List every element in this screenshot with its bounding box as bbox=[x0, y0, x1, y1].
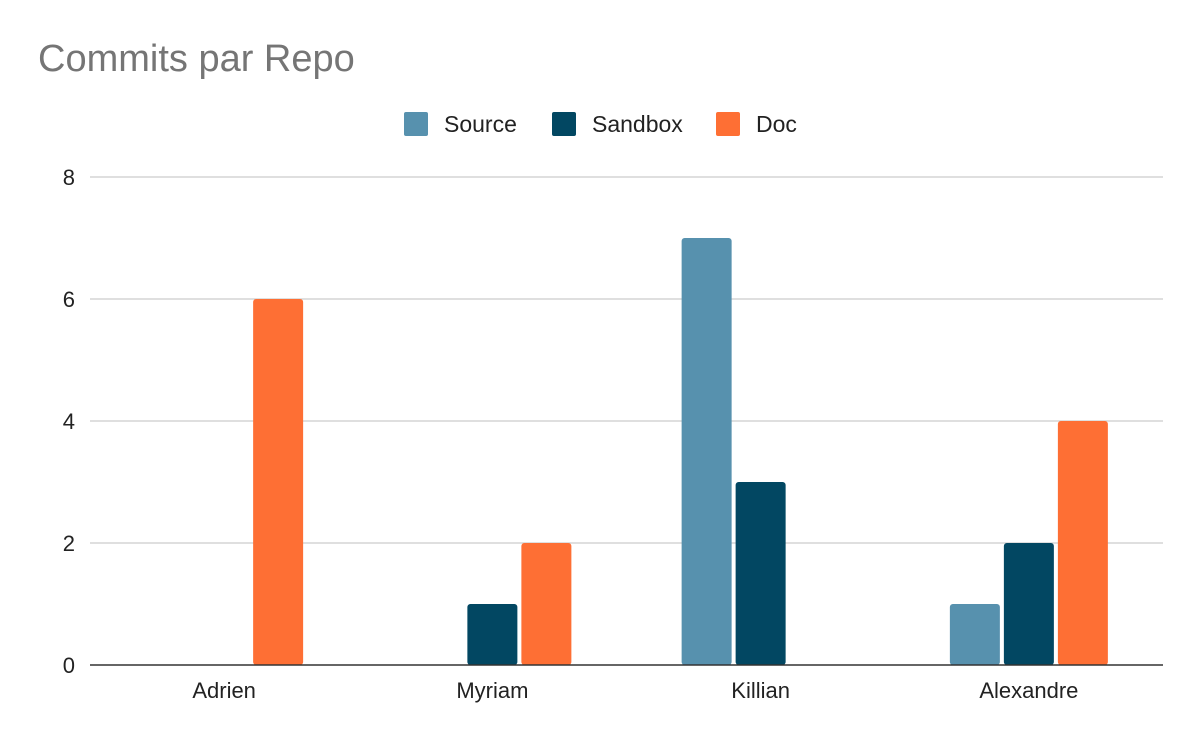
bar-source-killian bbox=[681, 238, 732, 665]
y-tick-label: 2 bbox=[63, 531, 75, 556]
legend-item-doc: Doc bbox=[716, 108, 797, 140]
bar-doc-myriam bbox=[521, 543, 572, 665]
legend: Source Sandbox Doc bbox=[0, 108, 1200, 140]
x-tick-label: Killian bbox=[731, 678, 790, 703]
bar-sandbox-myriam bbox=[467, 604, 518, 665]
legend-label-source: Source bbox=[444, 110, 517, 137]
y-tick-label: 4 bbox=[63, 409, 75, 434]
legend-item-sandbox: Sandbox bbox=[552, 108, 683, 140]
legend-item-source: Source bbox=[404, 108, 517, 140]
bar-source-alexandre bbox=[949, 604, 1000, 665]
x-tick-label: Alexandre bbox=[979, 678, 1078, 703]
chart-title: Commits par Repo bbox=[38, 38, 355, 80]
legend-swatch-source bbox=[404, 112, 428, 136]
legend-swatch-sandbox bbox=[552, 112, 576, 136]
legend-label-sandbox: Sandbox bbox=[592, 110, 683, 137]
x-tick-label: Myriam bbox=[456, 678, 528, 703]
legend-label-doc: Doc bbox=[756, 110, 797, 137]
y-tick-label: 0 bbox=[63, 653, 75, 678]
bar-sandbox-killian bbox=[735, 482, 786, 665]
y-tick-label: 8 bbox=[63, 165, 75, 190]
y-tick-label: 6 bbox=[63, 287, 75, 312]
bar-doc-adrien bbox=[253, 299, 304, 665]
bar-sandbox-alexandre bbox=[1003, 543, 1054, 665]
legend-swatch-doc bbox=[716, 112, 740, 136]
x-tick-label: Adrien bbox=[192, 678, 256, 703]
bar-doc-alexandre bbox=[1057, 421, 1108, 665]
